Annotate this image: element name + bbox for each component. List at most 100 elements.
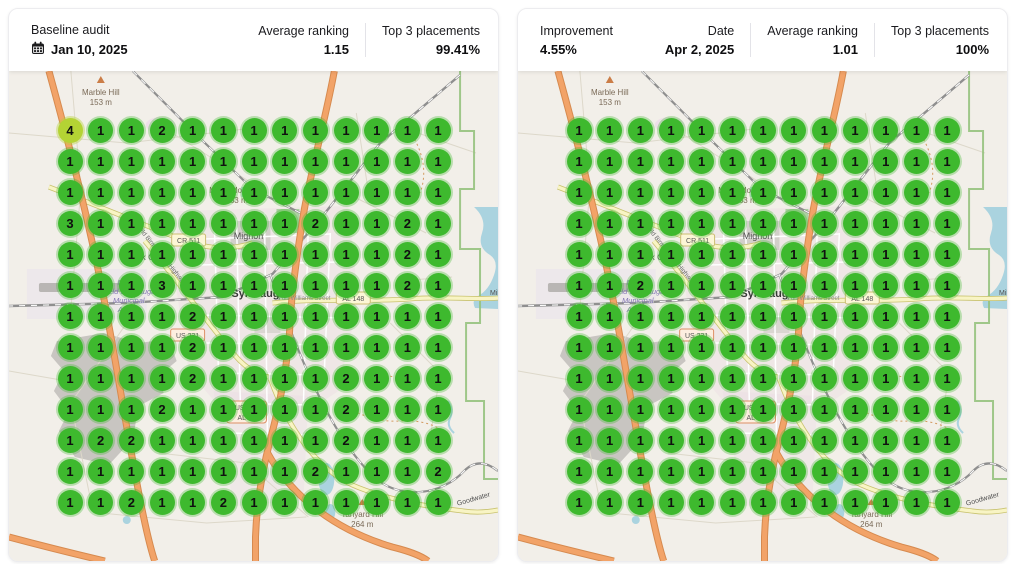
rank-marker[interactable]: 1 [149,303,175,329]
rank-marker[interactable]: 1 [241,427,267,453]
rank-marker[interactable]: 1 [394,148,420,174]
rank-marker[interactable]: 1 [272,179,298,205]
rank-marker[interactable]: 1 [689,334,715,360]
rank-marker[interactable]: 1 [364,179,390,205]
rank-marker[interactable]: 1 [180,179,206,205]
rank-marker[interactable]: 1 [781,427,807,453]
rank-marker[interactable]: 1 [597,458,623,484]
rank-marker[interactable]: 1 [934,458,960,484]
rank-marker[interactable]: 1 [57,148,83,174]
rank-marker[interactable]: 1 [627,179,653,205]
rank-marker[interactable]: 1 [88,241,114,267]
rank-marker[interactable]: 2 [180,303,206,329]
rank-marker[interactable]: 2 [394,241,420,267]
rank-marker[interactable]: 1 [210,179,236,205]
rank-marker[interactable]: 1 [566,458,592,484]
rank-marker[interactable]: 1 [272,458,298,484]
rank-marker[interactable]: 1 [873,210,899,236]
rank-marker[interactable]: 1 [903,179,929,205]
rank-marker[interactable]: 1 [118,210,144,236]
rank-marker[interactable]: 1 [719,241,745,267]
rank-marker[interactable]: 1 [658,241,684,267]
rank-marker[interactable]: 1 [302,148,328,174]
rank-marker[interactable]: 1 [241,210,267,236]
rank-marker[interactable]: 1 [394,458,420,484]
rank-marker[interactable]: 1 [903,210,929,236]
rank-marker[interactable]: 1 [658,458,684,484]
rank-marker[interactable]: 1 [658,365,684,391]
rank-marker[interactable]: 1 [57,241,83,267]
rank-marker[interactable]: 1 [272,334,298,360]
rank-marker[interactable]: 1 [658,210,684,236]
rank-marker[interactable]: 1 [566,210,592,236]
rank-marker[interactable]: 1 [180,427,206,453]
rank-marker[interactable]: 1 [719,489,745,515]
rank-marker[interactable]: 1 [689,489,715,515]
rank-marker[interactable]: 1 [934,427,960,453]
rank-marker[interactable]: 1 [272,427,298,453]
rank-marker[interactable]: 1 [364,458,390,484]
rank-marker[interactable]: 1 [302,117,328,143]
rank-marker[interactable]: 1 [241,334,267,360]
rank-marker[interactable]: 1 [180,458,206,484]
rank-marker[interactable]: 1 [333,148,359,174]
rank-marker[interactable]: 1 [750,179,776,205]
rank-marker[interactable]: 1 [842,179,868,205]
rank-marker[interactable]: 1 [272,148,298,174]
rank-marker[interactable]: 1 [118,365,144,391]
rank-marker[interactable]: 1 [364,396,390,422]
rank-marker[interactable]: 1 [811,458,837,484]
rank-marker[interactable]: 1 [394,427,420,453]
rank-marker[interactable]: 1 [364,241,390,267]
rank-marker[interactable]: 1 [566,179,592,205]
rank-marker[interactable]: 1 [873,241,899,267]
rank-marker[interactable]: 1 [903,334,929,360]
rank-marker[interactable]: 1 [88,117,114,143]
rank-marker[interactable]: 1 [597,396,623,422]
rank-marker[interactable]: 1 [689,241,715,267]
rank-marker[interactable]: 1 [364,117,390,143]
rank-marker[interactable]: 1 [719,117,745,143]
rank-marker[interactable]: 1 [272,210,298,236]
rank-marker[interactable]: 1 [689,272,715,298]
rank-marker[interactable]: 1 [781,179,807,205]
rank-marker[interactable]: 1 [627,117,653,143]
rank-marker[interactable]: 1 [750,148,776,174]
rank-marker[interactable]: 1 [811,396,837,422]
rank-marker[interactable]: 1 [425,117,451,143]
rank-marker[interactable]: 1 [425,303,451,329]
rank-marker[interactable]: 1 [364,148,390,174]
rank-marker[interactable]: 1 [873,272,899,298]
rank-marker[interactable]: 1 [811,303,837,329]
rank-marker[interactable]: 1 [57,458,83,484]
rank-marker[interactable]: 1 [934,148,960,174]
rank-marker[interactable]: 1 [566,365,592,391]
rank-marker[interactable]: 1 [873,334,899,360]
rank-marker[interactable]: 1 [750,303,776,329]
rank-marker[interactable]: 1 [425,272,451,298]
rank-marker[interactable]: 1 [658,489,684,515]
rank-marker[interactable]: 1 [627,241,653,267]
rank-marker[interactable]: 1 [934,210,960,236]
rank-marker[interactable]: 2 [149,396,175,422]
rank-marker[interactable]: 1 [597,117,623,143]
rank-marker[interactable]: 1 [873,365,899,391]
rank-marker[interactable]: 1 [425,427,451,453]
rank-marker[interactable]: 1 [180,396,206,422]
rank-marker[interactable]: 1 [781,334,807,360]
rank-marker[interactable]: 1 [903,489,929,515]
rank-marker[interactable]: 1 [597,241,623,267]
rank-marker[interactable]: 1 [750,427,776,453]
rank-marker[interactable]: 1 [118,117,144,143]
rank-marker[interactable]: 1 [364,427,390,453]
rank-marker[interactable]: 1 [597,179,623,205]
rank-marker[interactable]: 1 [597,272,623,298]
rank-marker[interactable]: 1 [394,489,420,515]
rank-marker[interactable]: 1 [149,334,175,360]
rank-marker[interactable]: 1 [57,427,83,453]
rank-marker[interactable]: 1 [364,272,390,298]
rank-marker[interactable]: 1 [180,148,206,174]
rank-marker[interactable]: 1 [57,489,83,515]
rank-marker[interactable]: 1 [57,179,83,205]
rank-marker[interactable]: 1 [394,334,420,360]
